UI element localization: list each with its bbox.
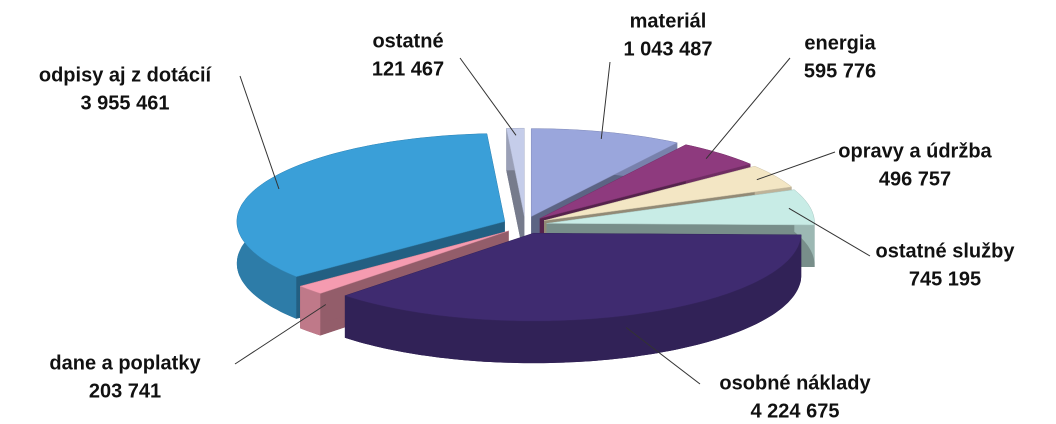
slice-label: ostatné bbox=[372, 30, 443, 52]
slice-label: ostatné služby bbox=[876, 240, 1016, 262]
slice-wall bbox=[300, 286, 321, 336]
slice-top bbox=[546, 189, 815, 226]
slice-value-label: 745 195 bbox=[909, 268, 981, 290]
slice-top bbox=[505, 127, 525, 217]
slice-value-label: 496 757 bbox=[879, 168, 951, 190]
leader-line bbox=[788, 207, 871, 257]
slice-value-label: 595 776 bbox=[804, 60, 876, 82]
leader-line bbox=[625, 327, 701, 385]
slice-value-label: 121 467 bbox=[372, 58, 444, 80]
slice-value-label: 4 224 675 bbox=[751, 400, 840, 422]
slice-label: energia bbox=[804, 32, 876, 54]
leader-line bbox=[234, 304, 327, 365]
slice-label: dane a poplatky bbox=[49, 352, 201, 374]
pie-slice bbox=[344, 232, 802, 364]
leader-line bbox=[239, 75, 280, 190]
leader-line bbox=[705, 57, 791, 160]
leader-line bbox=[600, 61, 611, 139]
slice-value-label: 203 741 bbox=[89, 380, 161, 402]
pie-slice bbox=[505, 127, 525, 259]
leader-line bbox=[756, 151, 836, 181]
slice-top bbox=[543, 165, 793, 221]
slice-label: opravy a údržba bbox=[838, 140, 992, 162]
slice-label: materiál bbox=[630, 10, 707, 32]
slice-top bbox=[539, 144, 752, 219]
slice-top bbox=[236, 133, 506, 277]
slice-top bbox=[344, 232, 802, 322]
leader-line bbox=[459, 57, 517, 136]
slice-label: odpisy aj z dotácií bbox=[39, 64, 213, 86]
slice-value-label: 1 043 487 bbox=[624, 38, 713, 60]
slice-label: osobné náklady bbox=[719, 372, 871, 394]
slice-wall bbox=[344, 234, 802, 364]
slice-top bbox=[299, 230, 509, 294]
slice-value-label: 3 955 461 bbox=[81, 92, 170, 114]
slice-top bbox=[530, 128, 678, 218]
